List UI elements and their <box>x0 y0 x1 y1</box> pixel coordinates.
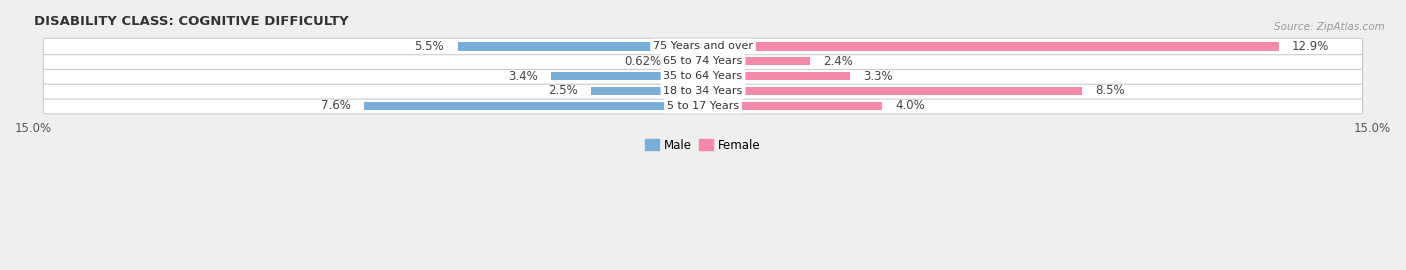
Bar <box>457 42 703 50</box>
Text: 12.9%: 12.9% <box>1292 40 1330 53</box>
FancyBboxPatch shape <box>44 68 1362 84</box>
Text: 4.0%: 4.0% <box>894 99 925 112</box>
Bar <box>364 102 703 110</box>
Bar <box>675 57 703 65</box>
Text: 5 to 17 Years: 5 to 17 Years <box>666 101 740 111</box>
FancyBboxPatch shape <box>44 83 1362 99</box>
Text: Source: ZipAtlas.com: Source: ZipAtlas.com <box>1274 22 1385 32</box>
FancyBboxPatch shape <box>44 53 1362 69</box>
Bar <box>703 57 810 65</box>
Bar <box>703 42 1278 50</box>
FancyBboxPatch shape <box>44 38 1362 55</box>
Text: 7.6%: 7.6% <box>321 99 350 112</box>
Text: DISABILITY CLASS: COGNITIVE DIFFICULTY: DISABILITY CLASS: COGNITIVE DIFFICULTY <box>34 15 349 28</box>
Text: 75 Years and over: 75 Years and over <box>652 42 754 52</box>
Legend: Male, Female: Male, Female <box>641 134 765 157</box>
FancyBboxPatch shape <box>44 97 1362 114</box>
Text: 8.5%: 8.5% <box>1095 84 1125 97</box>
Text: 35 to 64 Years: 35 to 64 Years <box>664 71 742 81</box>
Text: 65 to 74 Years: 65 to 74 Years <box>664 56 742 66</box>
Bar <box>592 87 703 95</box>
Bar <box>703 87 1083 95</box>
Text: 2.5%: 2.5% <box>548 84 578 97</box>
Bar <box>703 72 851 80</box>
Text: 0.62%: 0.62% <box>624 55 662 68</box>
Text: 5.5%: 5.5% <box>415 40 444 53</box>
Text: 18 to 34 Years: 18 to 34 Years <box>664 86 742 96</box>
Bar <box>551 72 703 80</box>
Text: 3.3%: 3.3% <box>863 70 893 83</box>
Text: 3.4%: 3.4% <box>508 70 538 83</box>
Text: 2.4%: 2.4% <box>824 55 853 68</box>
Bar <box>703 102 882 110</box>
